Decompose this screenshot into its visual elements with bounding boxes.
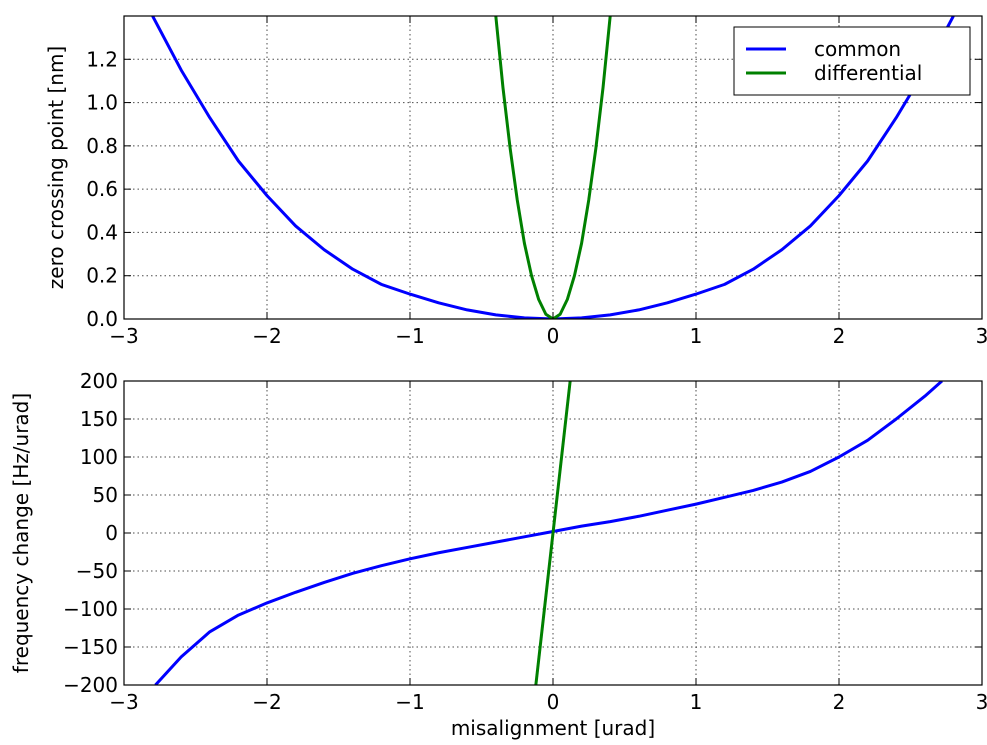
x-tick-label: 1 [690, 324, 703, 348]
x-axis-label: misalignment [urad] [451, 716, 655, 740]
legend-label-differential: differential [814, 61, 922, 85]
x-tick-label: 2 [833, 324, 846, 348]
y-tick-label: −150 [63, 635, 118, 659]
y-tick-label: 1.2 [86, 47, 118, 71]
y-tick-label: 0.6 [86, 177, 118, 201]
x-tick-label: −3 [109, 690, 138, 714]
y-tick-label: 0.0 [86, 307, 118, 331]
y-tick-label: 50 [93, 483, 118, 507]
y-tick-label: −50 [76, 559, 118, 583]
y-tick-label: 0.8 [86, 134, 118, 158]
y-axis-label: zero crossing point [nm] [44, 46, 68, 289]
x-tick-label: 0 [547, 690, 560, 714]
y-tick-label: 1.0 [86, 91, 118, 115]
x-tick-label: −2 [252, 324, 281, 348]
x-tick-label: −3 [109, 324, 138, 348]
series-line-common [151, 16, 955, 319]
y-tick-label: 150 [80, 407, 118, 431]
x-tick-label: 3 [976, 324, 987, 348]
y-tick-label: 0.4 [86, 220, 118, 244]
y-tick-label: 200 [80, 369, 118, 393]
legend-label-common: common [814, 37, 901, 61]
series-line-differential [494, 16, 612, 319]
y-tick-label: 0.2 [86, 264, 118, 288]
x-tick-label: 3 [976, 690, 987, 714]
x-tick-label: 2 [833, 690, 846, 714]
top-subplot: −3 −2 −1 0 1 2 3 0.0 0.2 0.4 0.6 0.8 1.0 1.2 zero cros… [44, 15, 987, 348]
bottom-subplot: −3 −2 −1 0 1 2 3 −200 −150 −100 −50 0 50 100 150 200 fre… [9, 369, 987, 740]
y-tick-label: −200 [63, 673, 118, 697]
x-tick-label: −1 [395, 690, 424, 714]
y-tick-label: 0 [105, 521, 118, 545]
y-axis-label: frequency change [Hz/urad] [9, 393, 33, 673]
x-tick-label: 1 [690, 690, 703, 714]
x-tick-label: −1 [395, 324, 424, 348]
x-tick-label: −2 [252, 690, 281, 714]
series-line-differential [534, 381, 572, 685]
y-tick-label: −100 [63, 597, 118, 621]
x-tick-label: 0 [547, 324, 560, 348]
y-tick-label: 100 [80, 445, 118, 469]
legend-box [733, 26, 971, 96]
